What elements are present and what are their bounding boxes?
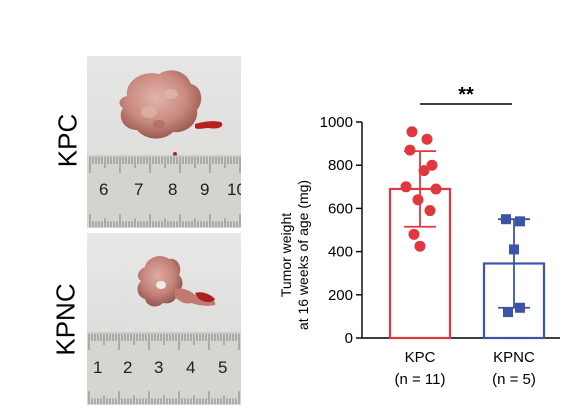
data-point-kpnc <box>515 302 525 313</box>
data-point-kpnc <box>509 244 519 255</box>
y-axis-label: Tumor weight <box>278 213 294 297</box>
kpc-photo-drawing: 6 7 8 9 10 <box>87 70 241 228</box>
y-tick-label: 1000 <box>320 114 353 131</box>
y-tick-label: 400 <box>328 244 353 261</box>
data-point-kpc <box>414 240 426 252</box>
kpc-ruler: 6 7 8 9 10 <box>87 155 241 228</box>
kpc-tissue-tail <box>195 121 223 129</box>
data-point-kpc <box>412 194 424 206</box>
ruler-number: 8 <box>168 180 177 199</box>
data-point-kpc <box>404 144 416 156</box>
data-point-kpc <box>421 133 433 145</box>
data-point-kpc <box>400 181 412 193</box>
x-category-label: KPC <box>405 349 436 366</box>
y-axis-label-2: at 16 weeks of age (mg) <box>295 180 311 330</box>
ruler-number: 9 <box>200 180 209 199</box>
x-category-label: KPNC <box>493 349 535 366</box>
ruler-number: 1 <box>93 358 102 377</box>
data-point-kpc <box>430 183 442 195</box>
ruler-number: 2 <box>123 358 132 377</box>
data-point-kpc <box>426 159 438 171</box>
data-point-kpnc <box>501 214 511 225</box>
kpnc-tumor-photo: 1 2 3 4 5 <box>87 233 241 405</box>
ruler-number: 4 <box>186 358 195 377</box>
data-point-kpc <box>418 165 430 177</box>
x-category-n: (n = 11) <box>395 371 446 388</box>
significance-label: ** <box>458 84 474 106</box>
x-category-n: (n = 5) <box>492 371 536 388</box>
kpnc-photo-drawing: 1 2 3 4 5 <box>87 256 241 405</box>
data-point-kpnc <box>515 216 525 227</box>
ruler-number: 6 <box>99 180 108 199</box>
kpnc-ruler: 1 2 3 4 5 <box>87 332 241 405</box>
y-tick-label: 200 <box>328 287 353 304</box>
data-point-kpc <box>424 205 436 217</box>
data-point-kpc <box>406 126 418 138</box>
ruler-number: 5 <box>218 358 227 377</box>
ruler-number: 7 <box>134 180 143 199</box>
kpc-tumor-photo: 6 7 8 9 10 <box>87 56 241 228</box>
data-point-kpc <box>408 228 420 240</box>
y-tick-label: 0 <box>345 330 353 347</box>
kpc-tumor-tissue <box>119 70 202 139</box>
data-point-kpnc <box>503 307 513 318</box>
ruler-number: 10 <box>227 180 241 199</box>
y-tick-label: 600 <box>328 200 353 217</box>
ruler-number: 3 <box>154 358 163 377</box>
y-tick-label: 800 <box>328 157 353 174</box>
